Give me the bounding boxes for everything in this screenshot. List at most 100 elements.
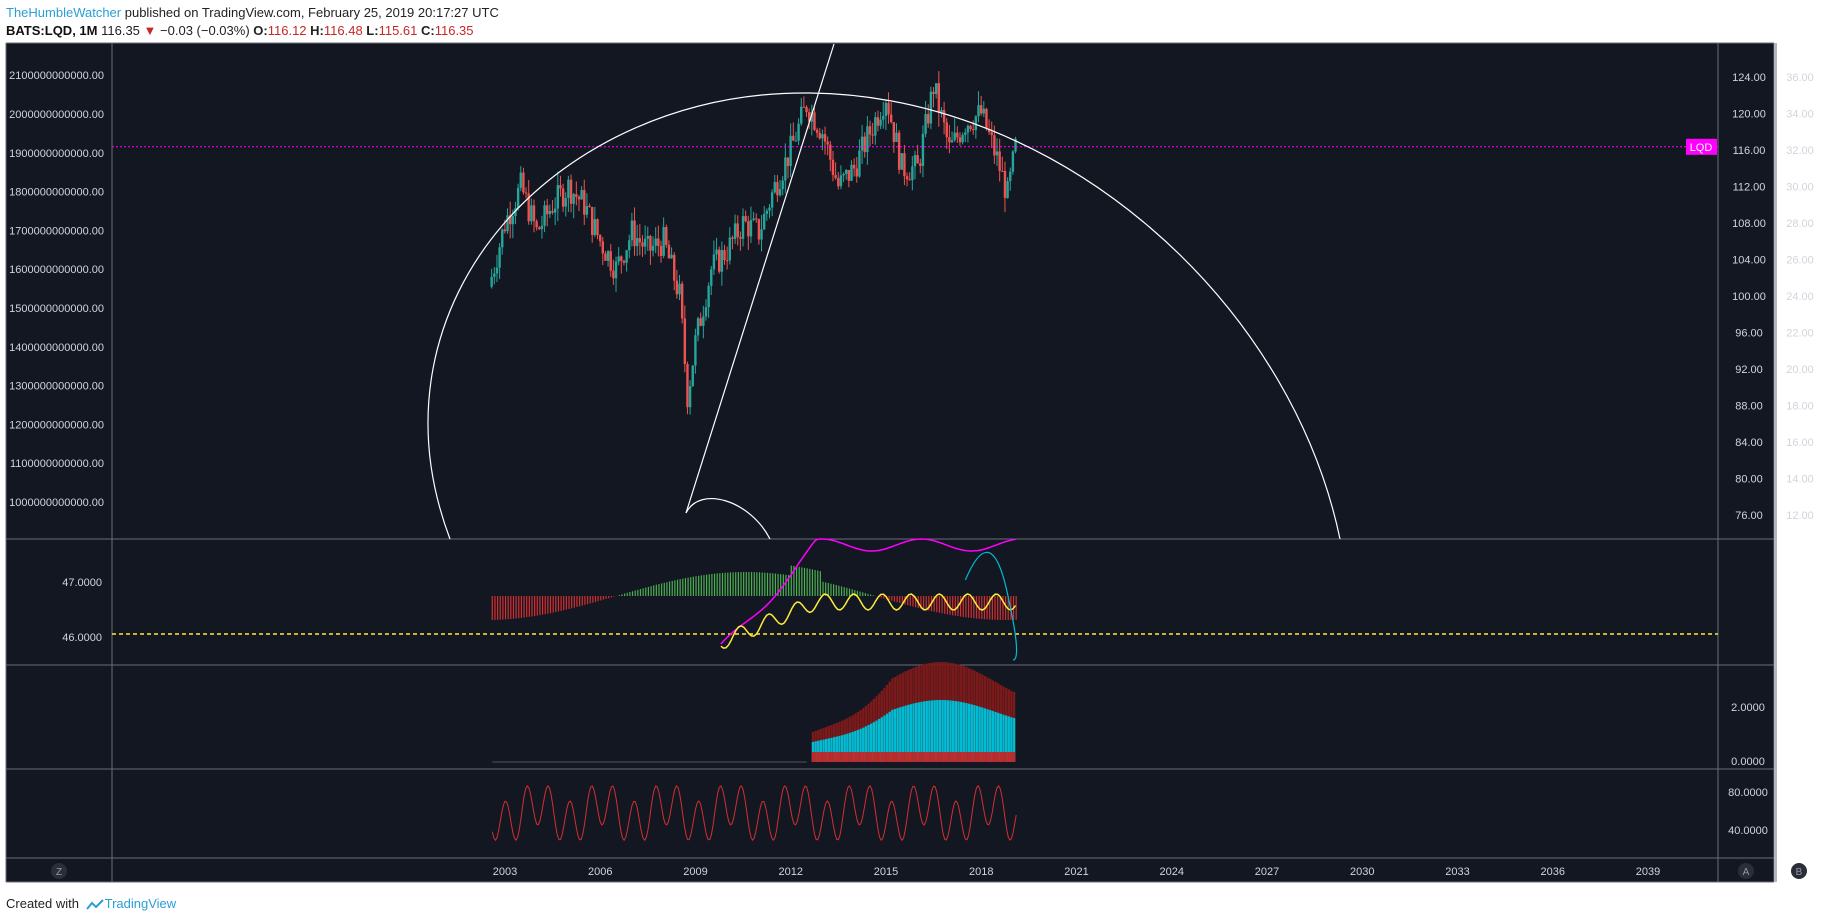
candle-body [863,136,866,153]
pane3-cyan-bar [949,700,952,762]
symbol-label[interactable]: BATS:LQD, 1M [6,23,98,38]
main-right-tick-label: 104.00 [1732,255,1766,267]
candle-body [911,166,914,181]
pane3-red-bar [973,752,976,762]
candle-body [797,123,800,141]
pane3-red-bar [991,752,995,762]
candle-body [1006,181,1009,198]
candle-body [577,196,581,200]
pane3-cyan-bar [970,704,973,762]
x-tick-label: 2036 [1541,866,1565,878]
candle-body [612,270,615,279]
candle-body [752,218,755,221]
candle-body [845,169,848,174]
main-left-tick-label: 1600000000000.00 [9,264,104,276]
candle-body [823,134,827,142]
main-right2-tick-label: 16.00 [1786,437,1814,449]
last-price: 116.35 [101,23,140,38]
candle-body [678,283,681,295]
pane3-red-bar [835,752,838,762]
candle-body [680,283,684,319]
candle-body [733,223,737,239]
pane3-red-bar [869,752,873,762]
pane3-red-bar [978,752,981,762]
pane3-red-bar [1007,752,1010,762]
pane3-red-bar [962,752,965,762]
candle-body [493,273,496,277]
pane3-red-bar [830,752,833,762]
pane3-cyan-bar [959,701,963,762]
pane3-red-bar [864,752,868,762]
candle-body [990,132,993,136]
pane3-cyan-bar [891,709,894,762]
candles-group [490,71,1017,415]
candle-body [979,105,983,114]
pane3-cyan-bar [973,705,976,762]
high-value: 116.48 [323,23,363,38]
pane3-red-bar [851,752,854,762]
candle-body [696,318,700,336]
candle-body [934,83,938,94]
candle-body [789,135,792,167]
candle-body [773,182,776,193]
trend-line-drawing [685,43,835,514]
candle-body [913,155,917,167]
candle-body [887,102,890,115]
pane3-cyan-bar [859,728,862,762]
pane3-red-bar [922,752,926,762]
pane3-cyan-bar [1010,717,1013,762]
pane3-cyan-bar [899,707,902,762]
pane3-red-bar [914,752,918,762]
candle-body [606,251,610,261]
pane3-cyan-bar [888,711,891,762]
symbol-price-tag [1686,138,1717,155]
candle-body [972,129,975,131]
candle-body [786,157,790,167]
candle-body [530,205,533,222]
pane3-red-bar [880,752,883,762]
pane3-cyan-bar [917,702,921,762]
candle-body [506,215,509,232]
pane3-cyan-bar [989,710,992,762]
candle-body [749,220,753,237]
pane3-red-bar [899,752,902,762]
main-right2-tick-label: 26.00 [1786,255,1814,267]
pane3-red-bar [867,752,870,762]
pane3-cyan-bar [838,735,841,762]
candle-body [776,182,779,196]
candle-body [694,335,697,366]
pane3-cyan-bar [880,717,883,762]
candle-body [585,205,589,215]
tradingview-brand-link[interactable]: TradingView [104,896,177,911]
candle-body [889,114,893,123]
candle-body [519,172,522,188]
candle-body [670,254,673,259]
main-right-tick-label: 100.00 [1732,291,1766,303]
candle-body [905,176,909,180]
author-link[interactable]: TheHumbleWatcher [6,5,122,20]
pane3-cyan-bar [856,729,860,762]
candle-body [794,140,798,142]
candle-body [950,140,954,143]
main-left-tick-label: 2000000000000.00 [9,109,104,121]
pane3-cyan-bar [978,706,981,762]
candle-body [781,180,784,190]
candle-body [527,193,530,222]
candle-body [691,365,694,387]
price-change: −0.03 (−0.03%) [160,23,250,38]
candle-body [977,105,980,117]
fib-arc-drawing [427,92,1341,540]
x-tick-label: 2003 [493,866,517,878]
candle-body [982,108,985,114]
pane3-red-bar [970,752,973,762]
candle-body [588,205,591,208]
candle-body [744,216,747,222]
candle-body [662,226,665,256]
candle-body [961,134,964,143]
candle-body [919,163,922,166]
candle-body [723,250,726,261]
candle-body [855,168,858,177]
pane3-cyan-bar [1002,714,1005,762]
candle-body [551,210,554,213]
